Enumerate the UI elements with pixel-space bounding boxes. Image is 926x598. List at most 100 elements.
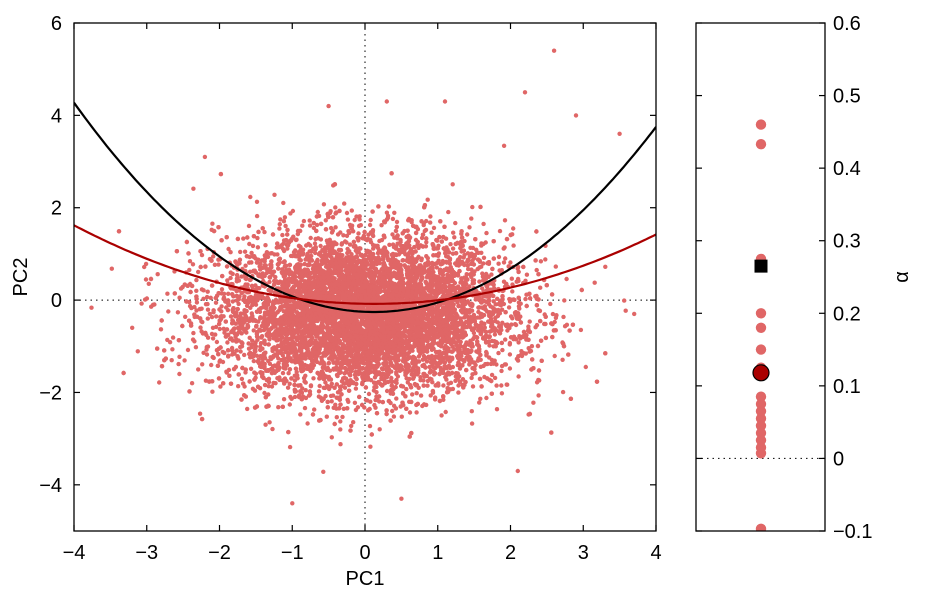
scatter-point (390, 408, 395, 414)
scatter-point (470, 384, 476, 389)
scatter-point (622, 298, 627, 303)
scatter-point (353, 407, 359, 413)
scatter-point (425, 256, 430, 261)
scatter-point (182, 358, 187, 363)
scatter-point (338, 442, 343, 447)
scatter-point (391, 414, 397, 419)
scatter-point (254, 199, 260, 204)
scatter-point (194, 308, 199, 313)
scatter-point (146, 281, 151, 286)
scatter-point (246, 223, 252, 229)
scatter-point (500, 347, 505, 353)
scatter-point (499, 368, 504, 374)
scatter-point (313, 236, 318, 242)
scatter-point (418, 393, 424, 398)
scatter-point (443, 374, 448, 380)
scatter-point (109, 266, 115, 271)
scatter-point (503, 337, 508, 342)
scatter-point (529, 344, 535, 349)
scatter-point (349, 423, 354, 429)
scatter-point (321, 202, 327, 207)
scatter-point (523, 296, 528, 302)
scatter-point (283, 223, 288, 229)
scatter-point (169, 358, 174, 363)
scatter-point (484, 349, 489, 355)
scatter-point (443, 364, 448, 369)
scatter-point (217, 326, 222, 332)
scatter-point (538, 259, 544, 264)
scatter-point (491, 344, 496, 349)
scatter-point (425, 197, 430, 202)
scatter-point (225, 340, 230, 345)
scatter-point (538, 285, 543, 290)
scatter-point (552, 353, 557, 359)
scatter-point (377, 427, 382, 432)
scatter-point (258, 344, 263, 349)
scatter-point (200, 362, 205, 367)
scatter-point (239, 376, 245, 382)
scatter-point (177, 295, 182, 300)
scatter-point (465, 251, 471, 256)
scatter-point (238, 349, 243, 354)
scatter-point (365, 408, 371, 413)
scatter-point (469, 375, 474, 381)
scatter-point (430, 380, 435, 385)
scatter-point (177, 354, 182, 359)
scatter-point (226, 367, 232, 373)
scatter-point (534, 322, 540, 328)
scatter-point (201, 350, 206, 355)
scatter-point (424, 359, 430, 364)
scatter-point (333, 205, 338, 210)
scatter-point (318, 237, 324, 242)
scatter-point (287, 444, 293, 450)
scatter-point (305, 421, 310, 426)
scatter-point (281, 397, 287, 402)
scatter-point (425, 378, 431, 384)
scatter-point (507, 366, 513, 371)
scatter-point (263, 422, 268, 427)
scatter-point (494, 407, 500, 412)
scatter-point (511, 243, 516, 248)
scatter-point (329, 399, 334, 404)
scatter-point (340, 414, 345, 420)
scatter-point (185, 347, 191, 353)
scatter-point (446, 209, 451, 215)
scatter-point (205, 316, 210, 321)
scatter-point (155, 272, 160, 277)
scatter-point (478, 396, 483, 401)
scatter-point (238, 249, 243, 255)
scatter-point (443, 409, 448, 415)
scatter-point (193, 345, 199, 350)
scatter-point (316, 389, 322, 394)
scatter-point (450, 246, 456, 251)
scatter-point (307, 218, 312, 223)
scatter-point (226, 291, 231, 296)
scatter-point (338, 230, 343, 235)
scatter-point (353, 386, 359, 391)
scatter-point (524, 272, 530, 277)
scatter-point (245, 406, 250, 412)
scatter-point (301, 218, 307, 224)
scatter-point (414, 410, 419, 415)
scatter-point (329, 230, 335, 235)
scatter-point (218, 384, 223, 389)
scatter-point (512, 297, 517, 303)
scatter-point (189, 381, 195, 386)
scatter-point (196, 269, 201, 275)
scatter-point (316, 394, 322, 399)
scatter-point (503, 256, 508, 261)
scatter-point (436, 243, 441, 248)
scatter-point (292, 394, 298, 400)
scatter-point (414, 391, 419, 396)
scatter-point (247, 269, 253, 274)
scatter-point (273, 381, 278, 386)
scatter-point (450, 182, 455, 187)
scatter-point (209, 314, 215, 320)
scatter-point (262, 229, 267, 235)
scatter-point (254, 213, 260, 219)
scatter-point (448, 380, 454, 385)
scatter-point (496, 254, 502, 260)
scatter-point (205, 307, 211, 312)
